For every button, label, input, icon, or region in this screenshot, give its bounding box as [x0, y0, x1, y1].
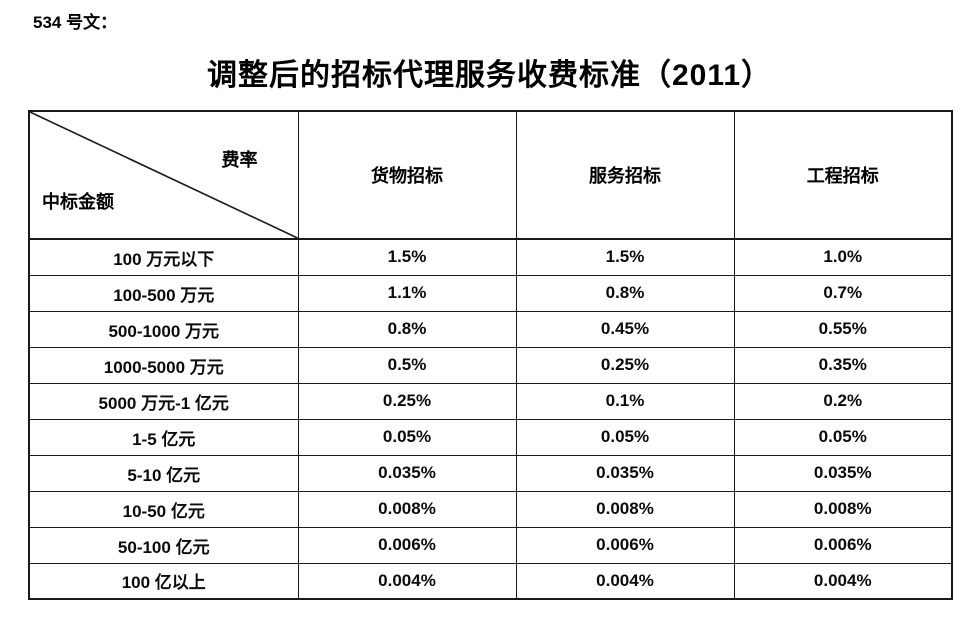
rate-cell: 0.8%: [297, 310, 517, 348]
rate-cell: 0.05%: [733, 418, 953, 456]
rate-cell: 0.035%: [733, 454, 953, 492]
rate-cell: 0.008%: [733, 490, 953, 528]
page-title: 调整后的招标代理服务收费标准（2011）: [206, 59, 773, 92]
amount-range-cell: 100-500 万元: [28, 274, 299, 312]
table-row: 100-500 万元 1.1% 0.8% 0.7%: [28, 274, 953, 312]
rate-cell: 0.035%: [297, 454, 517, 492]
rate-cell: 0.004%: [515, 562, 735, 600]
rate-cell: 0.006%: [297, 526, 517, 564]
amount-range-cell: 1-5 亿元: [28, 418, 299, 456]
rate-cell: 0.5%: [297, 346, 517, 384]
amount-range-cell: 500-1000 万元: [28, 310, 299, 348]
rate-cell: 0.05%: [297, 418, 517, 456]
rate-cell: 0.35%: [733, 346, 953, 384]
table-row: 5000 万元-1 亿元 0.25% 0.1% 0.2%: [28, 382, 953, 420]
rate-cell: 0.004%: [733, 562, 953, 600]
table-row: 500-1000 万元 0.8% 0.45% 0.55%: [28, 310, 953, 348]
amount-range-cell: 1000-5000 万元: [28, 346, 299, 384]
table-row: 1-5 亿元 0.05% 0.05% 0.05%: [28, 418, 953, 456]
amount-range-cell: 50-100 亿元: [28, 526, 299, 564]
rate-cell: 0.035%: [515, 454, 735, 492]
doc-number: 534 号文：: [33, 13, 118, 32]
table-row: 10-50 亿元 0.008% 0.008% 0.008%: [28, 490, 953, 528]
corner-label-rate: 费率: [221, 150, 258, 170]
amount-range-cell: 10-50 亿元: [28, 490, 299, 528]
rate-cell: 0.008%: [515, 490, 735, 528]
fee-rate-table: 费率 中标金额 货物招标 服务招标 工程招标 100 万元以下 1.5% 1.5…: [28, 110, 953, 600]
corner-header-cell: 费率 中标金额: [28, 110, 299, 240]
column-header-engineering: 工程招标: [733, 110, 953, 240]
diagonal-divider-icon: [30, 112, 298, 238]
table-row: 100 亿以上 0.004% 0.004% 0.004%: [28, 562, 953, 600]
rate-cell: 1.1%: [297, 274, 517, 312]
rate-cell: 0.45%: [515, 310, 735, 348]
rate-cell: 0.25%: [515, 346, 735, 384]
amount-range-cell: 100 亿以上: [28, 562, 299, 600]
table-row: 5-10 亿元 0.035% 0.035% 0.035%: [28, 454, 953, 492]
table-row: 50-100 亿元 0.006% 0.006% 0.006%: [28, 526, 953, 564]
amount-range-cell: 5-10 亿元: [28, 454, 299, 492]
rate-cell: 0.25%: [297, 382, 517, 420]
rate-cell: 0.006%: [515, 526, 735, 564]
rate-cell: 0.8%: [515, 274, 735, 312]
rate-cell: 1.5%: [515, 238, 735, 276]
amount-range-cell: 100 万元以下: [28, 238, 299, 276]
rate-cell: 0.2%: [733, 382, 953, 420]
rate-cell: 0.7%: [733, 274, 953, 312]
header-row: 费率 中标金额 货物招标 服务招标 工程招标: [28, 110, 953, 240]
rate-cell: 0.006%: [733, 526, 953, 564]
amount-range-cell: 5000 万元-1 亿元: [28, 382, 299, 420]
table-row: 1000-5000 万元 0.5% 0.25% 0.35%: [28, 346, 953, 384]
rate-cell: 1.5%: [297, 238, 517, 276]
rate-cell: 0.05%: [515, 418, 735, 456]
column-header-goods: 货物招标: [297, 110, 517, 240]
column-header-services: 服务招标: [515, 110, 735, 240]
rate-cell: 0.1%: [515, 382, 735, 420]
table-row: 100 万元以下 1.5% 1.5% 1.0%: [28, 238, 953, 276]
corner-label-amount: 中标金额: [42, 192, 114, 212]
rate-cell: 0.55%: [733, 310, 953, 348]
rate-cell: 0.004%: [297, 562, 517, 600]
rate-cell: 1.0%: [733, 238, 953, 276]
rate-cell: 0.008%: [297, 490, 517, 528]
